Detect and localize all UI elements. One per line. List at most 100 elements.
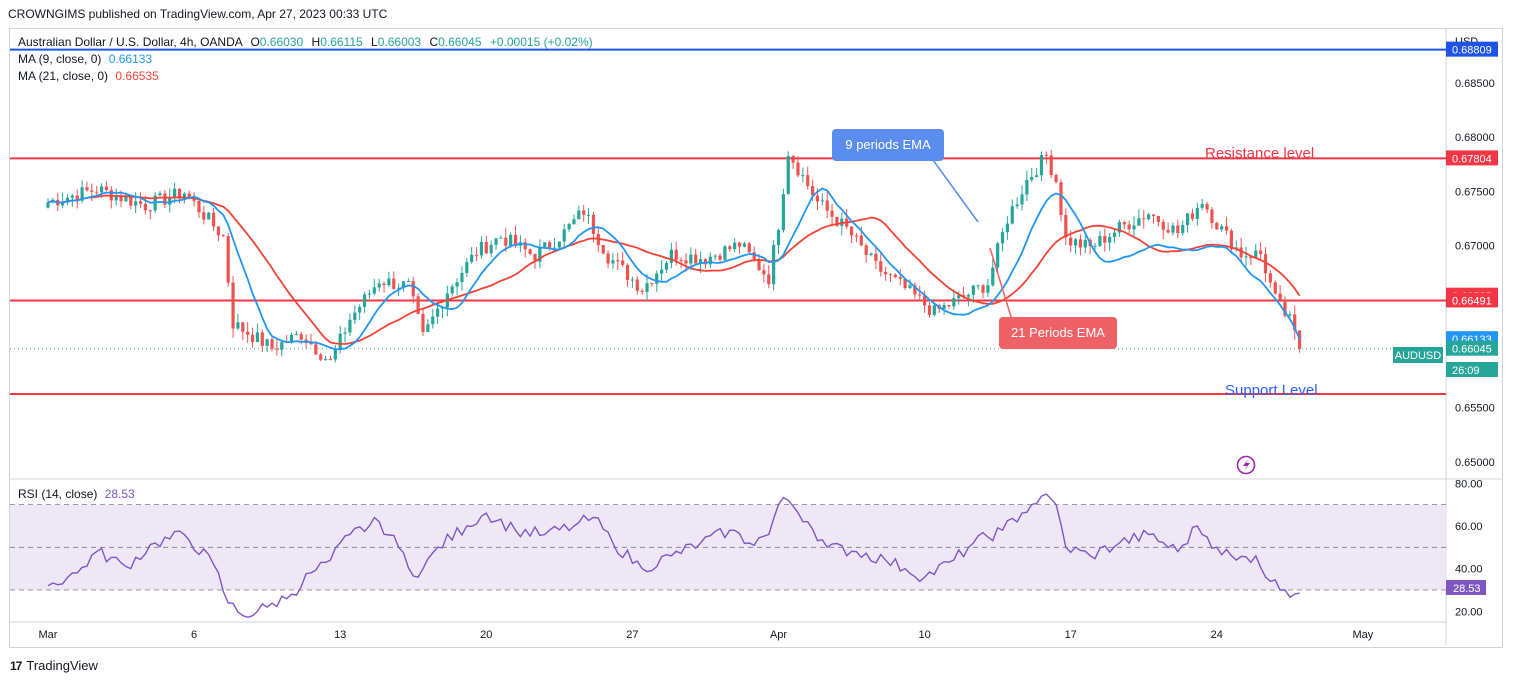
candle-body bbox=[655, 273, 659, 284]
candle-body bbox=[504, 237, 508, 246]
candle-body bbox=[1142, 218, 1146, 220]
candle-body bbox=[957, 295, 961, 299]
candle-body bbox=[1005, 223, 1009, 233]
candle-body bbox=[572, 219, 576, 224]
candle-body bbox=[1147, 214, 1151, 220]
candle-body bbox=[1025, 180, 1029, 195]
candle-body bbox=[1200, 204, 1204, 208]
candle-body bbox=[884, 271, 888, 275]
candle-body bbox=[104, 186, 109, 190]
candle-body bbox=[1020, 194, 1024, 205]
candle-body bbox=[854, 235, 859, 237]
candle-body bbox=[923, 295, 927, 306]
candle-body bbox=[1288, 314, 1292, 316]
price-badge bbox=[1446, 340, 1498, 356]
candle-body bbox=[694, 254, 698, 264]
candle-body bbox=[362, 294, 367, 307]
candle-body bbox=[679, 260, 683, 262]
ema21-callout-box[interactable] bbox=[999, 317, 1117, 349]
time-tick-label: 13 bbox=[334, 629, 346, 641]
candle-body bbox=[1132, 225, 1136, 230]
candle-body bbox=[942, 304, 946, 310]
tradingview-logo-icon: 17 bbox=[10, 658, 22, 673]
rsi-line-group bbox=[47, 493, 1300, 619]
price-tick-label: 0.65500 bbox=[1455, 403, 1495, 415]
candle-body bbox=[689, 254, 693, 264]
rsi-axis[interactable]: 20.00 40.00 60.00 80.00 bbox=[1455, 478, 1483, 618]
candle-body bbox=[835, 216, 839, 226]
price-axis[interactable]: 0.65000 0.65500 0.67000 0.67500 0.68000 0.685… bbox=[1455, 78, 1495, 469]
candle-body bbox=[99, 186, 104, 193]
time-tick-label: 6 bbox=[191, 629, 197, 641]
candle-body bbox=[810, 186, 815, 196]
candle-body bbox=[216, 226, 221, 236]
price-tick-label: 0.65000 bbox=[1455, 457, 1495, 469]
time-tick-label: Apr bbox=[770, 629, 787, 641]
footer-brand[interactable]: 17 TradingView bbox=[10, 658, 98, 673]
candle-body bbox=[338, 333, 342, 350]
candle-body bbox=[533, 253, 537, 262]
candle-body bbox=[601, 245, 605, 254]
horizontal-levels bbox=[10, 48, 1446, 396]
candle-body bbox=[781, 194, 785, 231]
candle-body bbox=[294, 334, 298, 336]
candle-body bbox=[421, 313, 425, 332]
candle-body bbox=[1195, 207, 1199, 219]
time-tick-label: Mar bbox=[39, 629, 58, 641]
candle-body bbox=[1254, 250, 1258, 259]
candle-body bbox=[1059, 182, 1063, 216]
candle-body bbox=[474, 254, 479, 256]
candle-body bbox=[148, 210, 152, 212]
candle-body bbox=[796, 162, 800, 176]
rsi-tick-label: 60.00 bbox=[1455, 521, 1483, 533]
candle-body bbox=[314, 344, 318, 355]
candle-body bbox=[621, 260, 625, 265]
ma21-line bbox=[47, 194, 1301, 345]
lightning-event-icon[interactable] bbox=[1236, 455, 1256, 475]
candle-body bbox=[996, 243, 1000, 268]
candle-body bbox=[95, 191, 99, 193]
legend-c-label: C bbox=[429, 35, 438, 49]
candle-body bbox=[1156, 216, 1160, 222]
main-legend: Australian Dollar / U.S. Dollar, 4h, OAN… bbox=[18, 35, 593, 83]
candle-body bbox=[742, 243, 747, 247]
candle-body bbox=[1190, 213, 1195, 219]
legend-change: +0.00015 (+0.02%) bbox=[490, 35, 593, 49]
rsi-tick-label: 20.00 bbox=[1455, 606, 1483, 618]
price-badges: 0.688090.678040.665350.664910.661330.660… bbox=[1446, 41, 1498, 356]
candle-body bbox=[1030, 177, 1034, 181]
candle-body bbox=[927, 305, 932, 315]
candle-body bbox=[499, 237, 503, 239]
price-badge bbox=[1446, 41, 1498, 57]
candle-body bbox=[289, 334, 294, 343]
candle-body bbox=[1078, 239, 1083, 248]
candle-body bbox=[1137, 218, 1141, 226]
candle-body bbox=[177, 188, 182, 199]
candle-body bbox=[635, 279, 639, 291]
candle-body bbox=[1151, 214, 1156, 217]
candle-body bbox=[849, 226, 854, 236]
candle-body bbox=[1220, 226, 1224, 230]
candle-body bbox=[1035, 175, 1039, 178]
candle-body bbox=[202, 212, 206, 220]
candle-body bbox=[806, 175, 810, 187]
ema9-callout-box[interactable] bbox=[832, 129, 944, 161]
candle-body bbox=[1093, 245, 1097, 247]
candle-body bbox=[981, 285, 985, 293]
price-tick-label: 0.68500 bbox=[1455, 78, 1495, 90]
candle-body bbox=[1000, 232, 1005, 244]
candle-body bbox=[377, 283, 381, 288]
legend-ma9: MA (9, close, 0) 0.66133 bbox=[18, 52, 152, 66]
candle-body bbox=[134, 201, 138, 206]
candle-body bbox=[143, 203, 147, 211]
candle-body bbox=[75, 195, 79, 201]
candle-body bbox=[494, 238, 498, 245]
time-axis[interactable]: Mar 6 13 20 27 Apr 10 17 24 May bbox=[39, 629, 1374, 641]
candle-body bbox=[1166, 229, 1170, 233]
candle-body bbox=[207, 212, 211, 220]
candle-body bbox=[733, 242, 737, 250]
candle-body bbox=[1176, 225, 1180, 234]
candle-body bbox=[416, 296, 420, 314]
publisher-line: CROWNGIMS published on TradingView.com, … bbox=[8, 7, 388, 21]
